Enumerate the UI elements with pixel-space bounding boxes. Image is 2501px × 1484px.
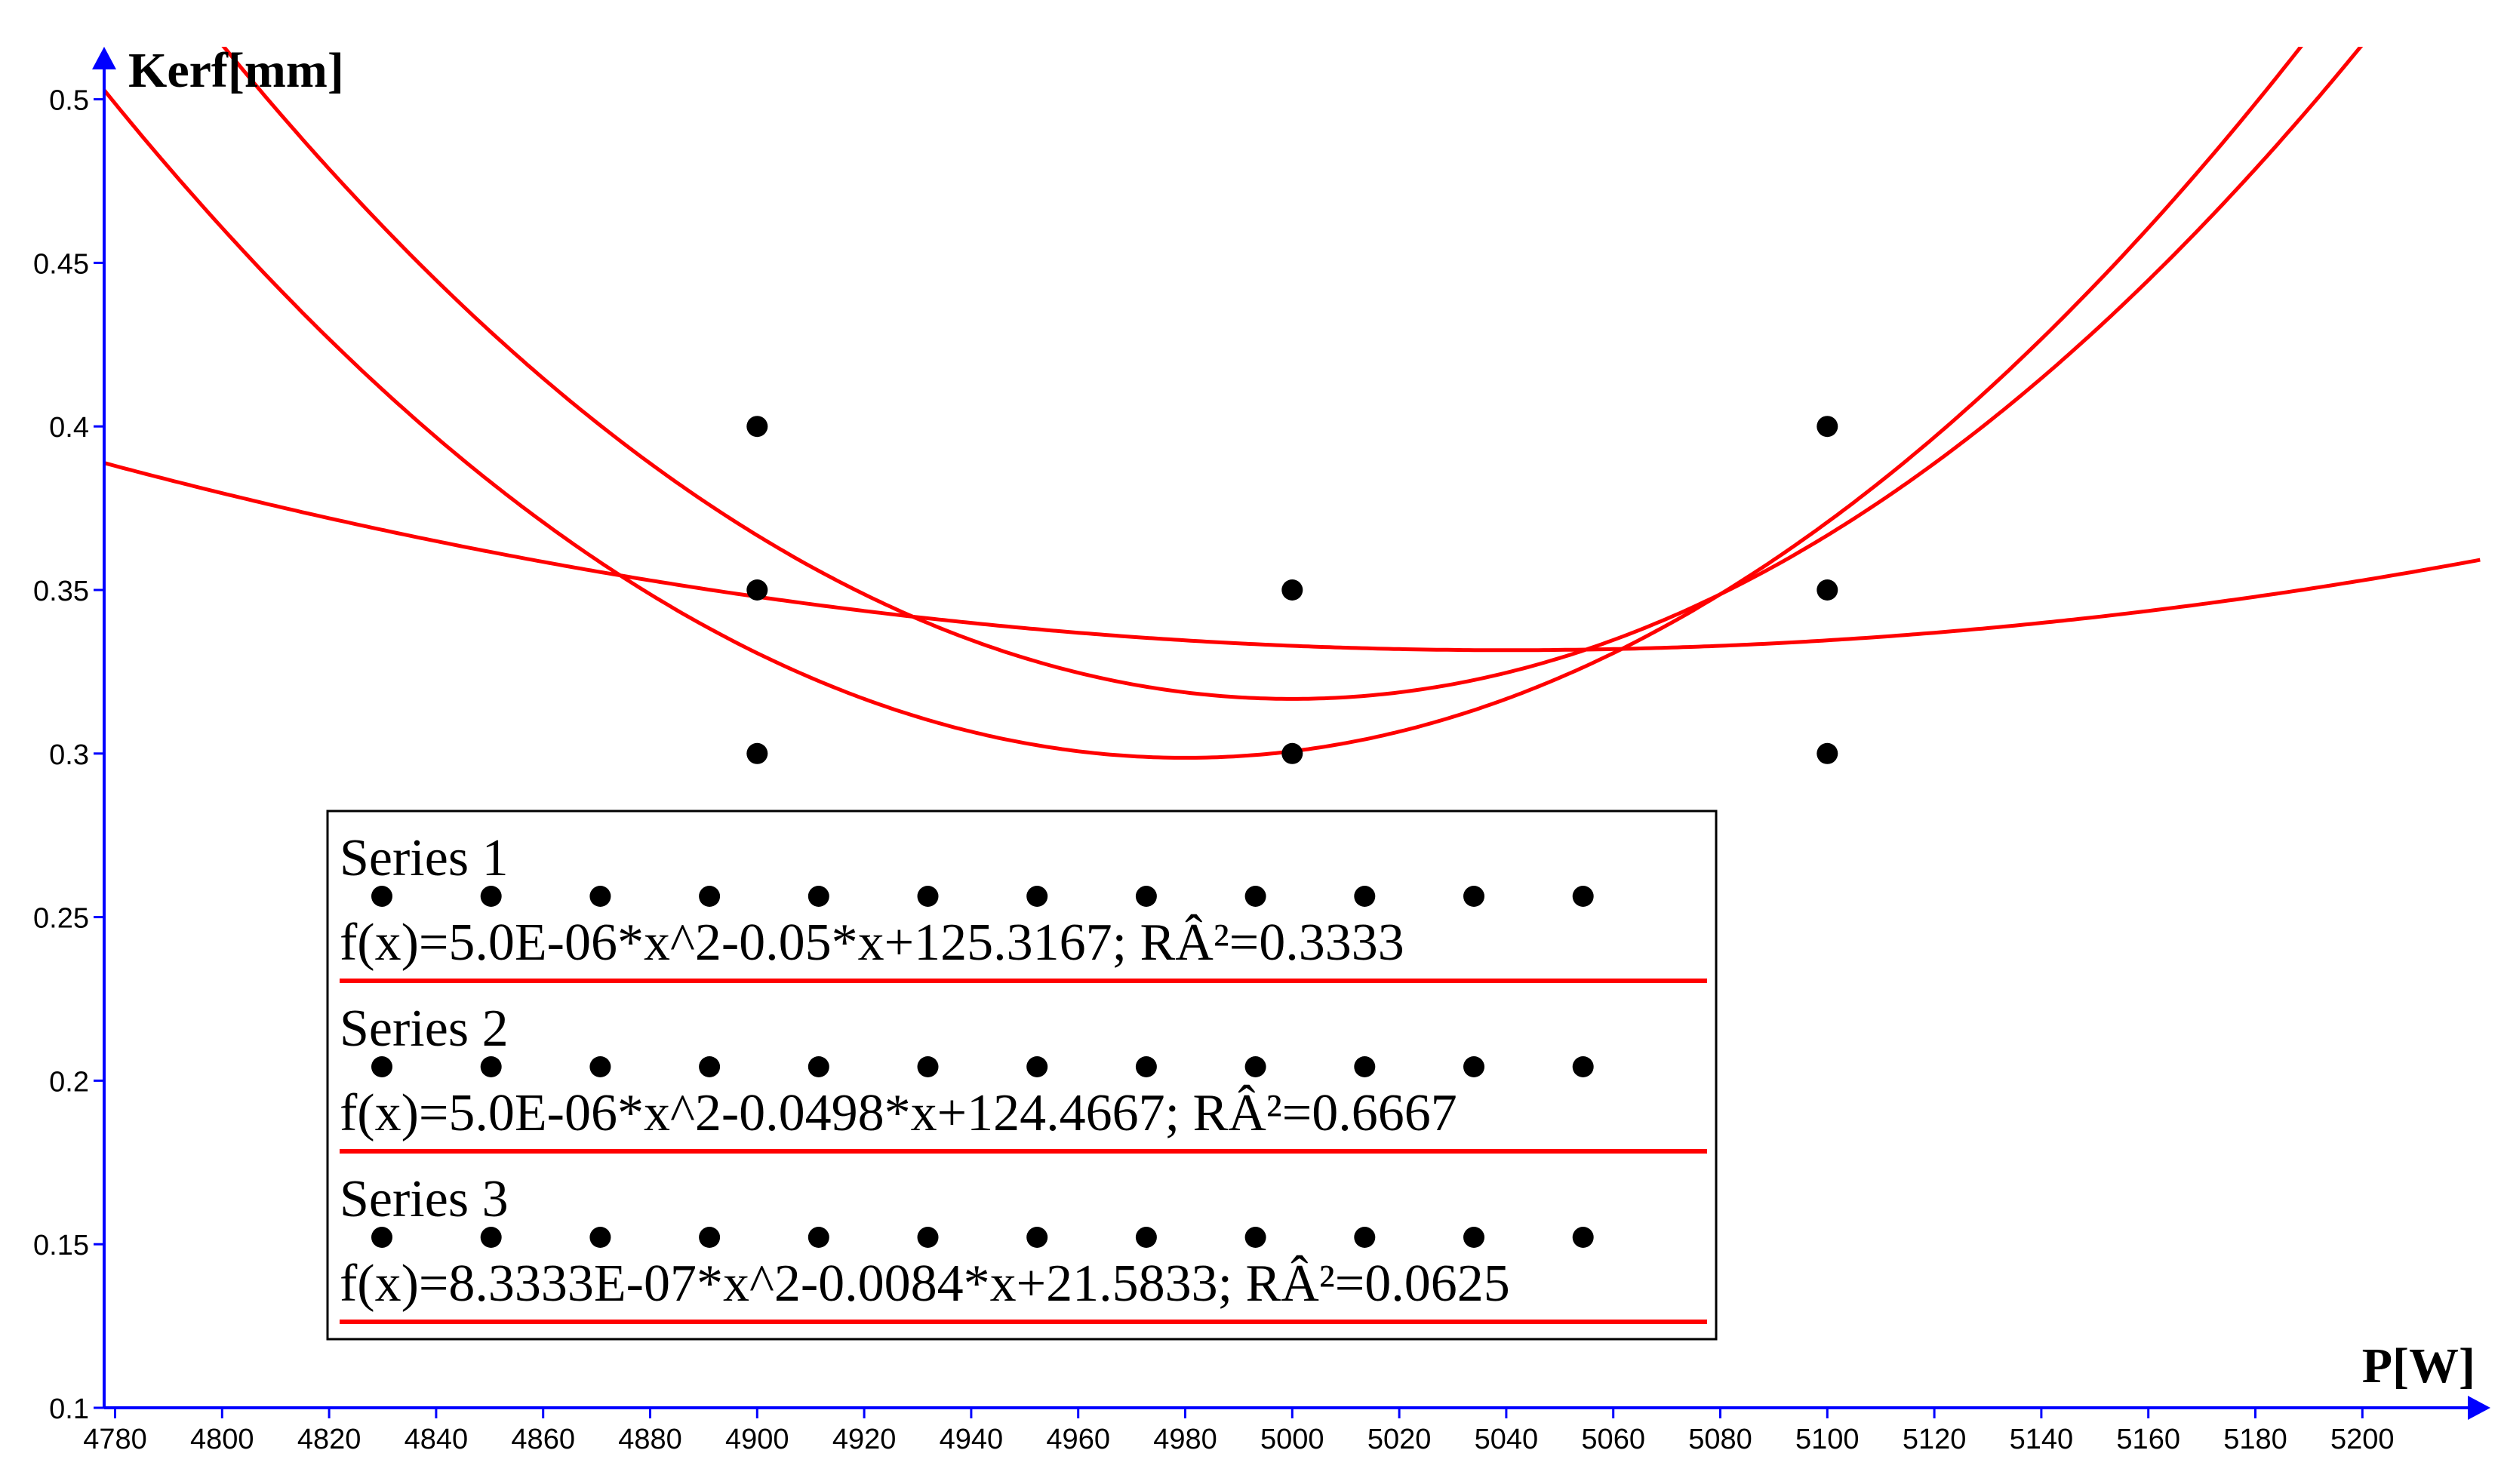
legend-marker-dot bbox=[699, 1227, 721, 1248]
legend: Series 1 f(x)=5.0E-06*x^2-0.05*x+125.316… bbox=[326, 810, 1718, 1341]
legend-marker-dot bbox=[808, 886, 829, 907]
legend-marker-dot bbox=[1244, 886, 1266, 907]
axes bbox=[92, 47, 2490, 1420]
legend-marker-dot bbox=[371, 1056, 392, 1077]
x-tick-label: 4980 bbox=[1153, 1424, 1217, 1455]
legend-marker-dot bbox=[808, 1056, 829, 1077]
legend-marker-dot bbox=[371, 886, 392, 907]
x-tick-label: 5100 bbox=[1795, 1424, 1860, 1455]
x-tick-label: 4840 bbox=[405, 1424, 469, 1455]
legend-marker-dot bbox=[1463, 1056, 1484, 1077]
x-tick-label: 4940 bbox=[940, 1424, 1004, 1455]
legend-box bbox=[326, 810, 1718, 1341]
fit-curves bbox=[104, 47, 2481, 760]
x-tick-label: 5180 bbox=[2223, 1424, 2287, 1455]
legend-marker-dot bbox=[480, 1056, 502, 1077]
data-points bbox=[746, 416, 1838, 764]
legend-marker-dot bbox=[1244, 1056, 1266, 1077]
x-tick-label: 4820 bbox=[297, 1424, 361, 1455]
data-point bbox=[1817, 579, 1838, 601]
legend-series-2-formula: f(x)=5.0E-06*x^2-0.0498*x+124.4667; RÂ²=… bbox=[340, 1084, 1457, 1142]
y-axis-arrow-icon bbox=[92, 47, 116, 69]
x-tick-label: 5000 bbox=[1260, 1424, 1324, 1455]
legend-marker-dot bbox=[589, 1227, 611, 1248]
legend-series-2-name: Series 2 bbox=[340, 1000, 509, 1058]
legend-marker-dot bbox=[589, 1056, 611, 1077]
x-axis-ticks: 4780 4800 4820 4840 4860 4880 4900 4920 4940 4960… bbox=[83, 1408, 2395, 1455]
legend-marker-dot bbox=[480, 886, 502, 907]
legend-marker-dot bbox=[917, 1056, 939, 1077]
y-tick-label: 0.2 bbox=[49, 1066, 89, 1098]
legend-marker-dot bbox=[589, 886, 611, 907]
legend-marker-dot bbox=[1572, 1227, 1594, 1248]
data-point bbox=[746, 579, 768, 601]
legend-marker-dot bbox=[371, 1227, 392, 1248]
legend-marker-dot bbox=[1244, 1227, 1266, 1248]
legend-series-3-name: Series 3 bbox=[340, 1170, 509, 1228]
x-axis-title: P[W] bbox=[2362, 1338, 2475, 1393]
legend-marker-dot bbox=[1463, 886, 1484, 907]
legend-marker-dot bbox=[1026, 1227, 1048, 1248]
x-tick-label: 5140 bbox=[2010, 1424, 2074, 1455]
x-tick-label: 5040 bbox=[1475, 1424, 1539, 1455]
legend-series-1-formula: f(x)=5.0E-06*x^2-0.05*x+125.3167; RÂ²=0.… bbox=[340, 914, 1404, 972]
legend-marker-dot bbox=[1135, 1056, 1157, 1077]
y-tick-label: 0.4 bbox=[49, 412, 89, 444]
x-axis-arrow-icon bbox=[2468, 1396, 2490, 1420]
legend-series-3-formula: f(x)=8.3333E-07*x^2-0.0084*x+21.5833; RÂ… bbox=[340, 1255, 1510, 1313]
legend-marker-dot bbox=[1135, 886, 1157, 907]
x-tick-label: 4920 bbox=[832, 1424, 897, 1455]
data-point bbox=[1817, 742, 1838, 764]
x-tick-label: 5060 bbox=[1581, 1424, 1645, 1455]
x-tick-label: 4900 bbox=[725, 1424, 789, 1455]
data-point bbox=[746, 742, 768, 764]
y-axis-title: Kerf[mm] bbox=[128, 43, 344, 98]
data-point bbox=[1281, 579, 1303, 601]
data-point bbox=[1817, 416, 1838, 438]
legend-marker-dot bbox=[1354, 886, 1376, 907]
y-tick-label: 0.35 bbox=[33, 576, 89, 607]
y-tick-label: 0.45 bbox=[33, 248, 89, 280]
legend-marker-dot bbox=[1354, 1056, 1376, 1077]
x-tick-label: 5160 bbox=[2116, 1424, 2180, 1455]
x-tick-label: 5020 bbox=[1367, 1424, 1432, 1455]
x-tick-label: 4800 bbox=[190, 1424, 254, 1455]
legend-marker-dot bbox=[1354, 1227, 1376, 1248]
legend-marker-dot bbox=[1026, 886, 1048, 907]
data-point bbox=[1281, 742, 1303, 764]
legend-marker-dot bbox=[1572, 886, 1594, 907]
fit-curve-series-1 bbox=[221, 47, 2364, 701]
legend-marker-dot bbox=[917, 1227, 939, 1248]
legend-marker-dot bbox=[699, 886, 721, 907]
data-point bbox=[746, 416, 768, 438]
legend-series-1-name: Series 1 bbox=[340, 829, 509, 887]
y-axis-ticks: 0.1 0.15 0.2 0.25 0.3 0.35 0.4 0.45 0.5 bbox=[33, 85, 104, 1425]
x-tick-label: 5120 bbox=[1903, 1424, 1967, 1455]
legend-marks bbox=[340, 886, 1707, 1324]
legend-marker-dot bbox=[1026, 1056, 1048, 1077]
x-tick-label: 5200 bbox=[2330, 1424, 2395, 1455]
x-tick-label: 4880 bbox=[618, 1424, 682, 1455]
x-tick-label: 4960 bbox=[1046, 1424, 1110, 1455]
legend-marker-dot bbox=[699, 1056, 721, 1077]
x-tick-label: 4860 bbox=[511, 1424, 575, 1455]
y-tick-label: 0.25 bbox=[33, 903, 89, 935]
y-tick-label: 0.1 bbox=[49, 1393, 89, 1425]
y-tick-label: 0.5 bbox=[49, 85, 89, 117]
legend-marker-dot bbox=[1135, 1227, 1157, 1248]
x-tick-label: 5080 bbox=[1688, 1424, 1752, 1455]
x-tick-label: 4780 bbox=[83, 1424, 147, 1455]
fit-curve-series-3 bbox=[104, 461, 2481, 653]
y-tick-label: 0.15 bbox=[33, 1230, 89, 1261]
legend-marker-dot bbox=[917, 886, 939, 907]
legend-marker-dot bbox=[1572, 1056, 1594, 1077]
legend-marker-dot bbox=[1463, 1227, 1484, 1248]
legend-marker-dot bbox=[480, 1227, 502, 1248]
y-tick-label: 0.3 bbox=[49, 739, 89, 771]
legend-marker-dot bbox=[808, 1227, 829, 1248]
